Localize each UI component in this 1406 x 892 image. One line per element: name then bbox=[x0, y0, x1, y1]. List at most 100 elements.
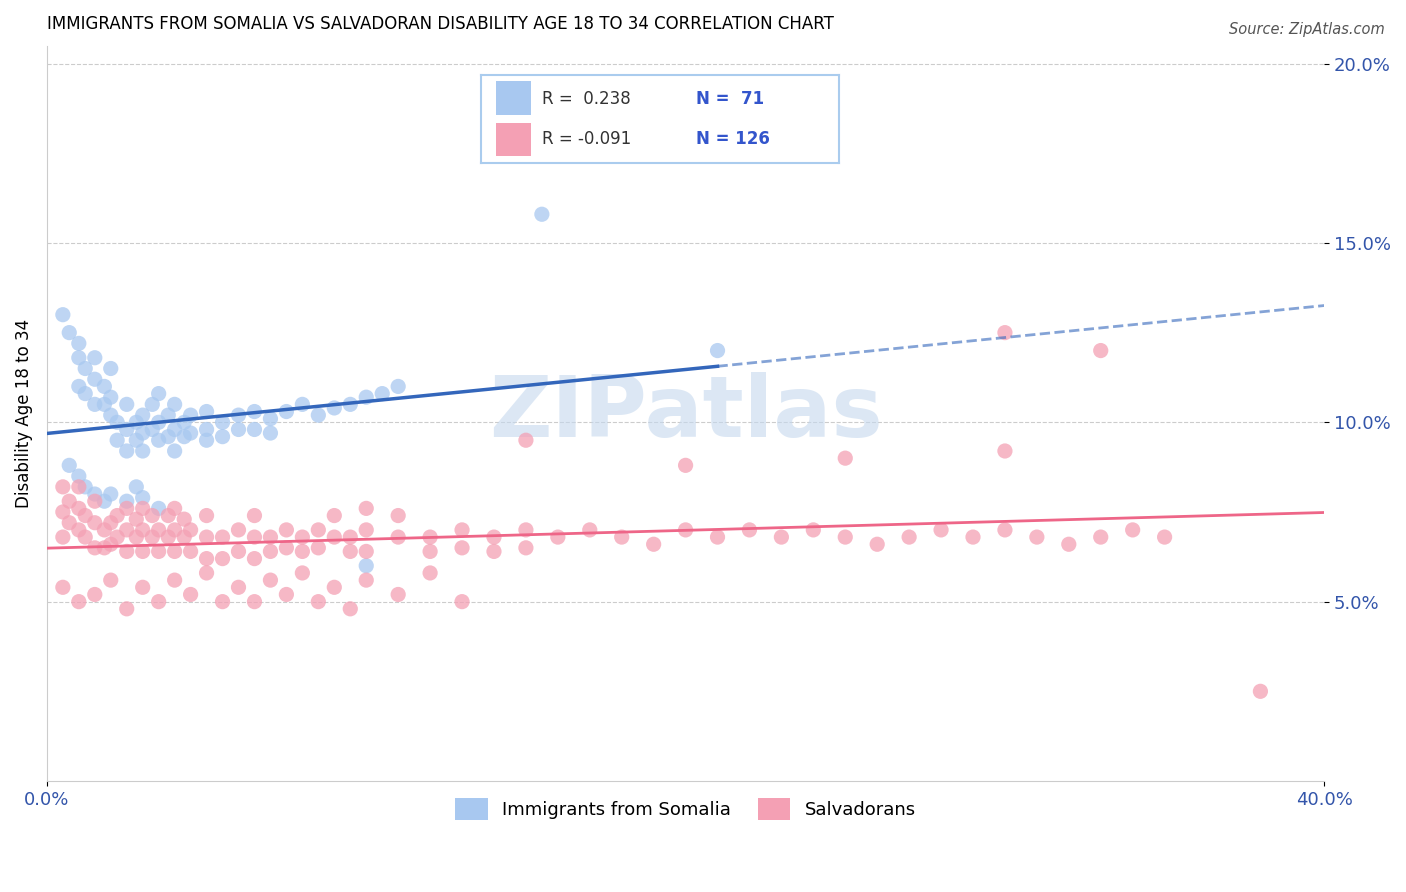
Point bbox=[163, 501, 186, 516]
Point bbox=[706, 530, 728, 544]
Point bbox=[323, 508, 346, 523]
Point bbox=[58, 326, 80, 340]
Point bbox=[706, 343, 728, 358]
Point bbox=[141, 397, 163, 411]
Point bbox=[58, 494, 80, 508]
Point bbox=[259, 573, 281, 587]
Point bbox=[195, 508, 218, 523]
Point bbox=[148, 594, 170, 608]
Point bbox=[125, 480, 148, 494]
Point bbox=[163, 573, 186, 587]
Y-axis label: Disability Age 18 to 34: Disability Age 18 to 34 bbox=[15, 318, 32, 508]
Point bbox=[243, 551, 266, 566]
Point bbox=[675, 523, 697, 537]
Point bbox=[125, 415, 148, 429]
Text: ZIPatlas: ZIPatlas bbox=[489, 372, 883, 455]
Point bbox=[339, 602, 361, 616]
Point bbox=[834, 451, 856, 466]
Point bbox=[75, 530, 97, 544]
Point bbox=[195, 434, 218, 448]
Point bbox=[211, 551, 233, 566]
Point bbox=[67, 501, 90, 516]
Point bbox=[243, 594, 266, 608]
Point bbox=[339, 397, 361, 411]
Point bbox=[157, 430, 180, 444]
Point bbox=[339, 530, 361, 544]
Point bbox=[259, 530, 281, 544]
Point bbox=[58, 458, 80, 473]
Point bbox=[387, 587, 409, 601]
Point bbox=[1090, 343, 1112, 358]
Point bbox=[93, 494, 115, 508]
Point bbox=[67, 594, 90, 608]
Point bbox=[547, 530, 569, 544]
Point bbox=[339, 544, 361, 558]
Point bbox=[323, 401, 346, 415]
Point bbox=[610, 530, 633, 544]
Point bbox=[180, 587, 202, 601]
Point bbox=[354, 573, 377, 587]
Point bbox=[148, 415, 170, 429]
Point bbox=[105, 530, 128, 544]
Point bbox=[67, 351, 90, 365]
Point bbox=[1025, 530, 1047, 544]
Point bbox=[675, 458, 697, 473]
Point bbox=[93, 397, 115, 411]
Point bbox=[307, 541, 329, 555]
Point bbox=[58, 516, 80, 530]
Point bbox=[83, 541, 105, 555]
Point bbox=[276, 541, 298, 555]
Point bbox=[354, 544, 377, 558]
Point bbox=[148, 544, 170, 558]
Point bbox=[962, 530, 984, 544]
Point bbox=[125, 512, 148, 526]
Point bbox=[125, 530, 148, 544]
Point bbox=[1090, 530, 1112, 544]
Point bbox=[75, 480, 97, 494]
Point bbox=[141, 530, 163, 544]
Point bbox=[354, 558, 377, 573]
Point bbox=[157, 530, 180, 544]
Point bbox=[83, 494, 105, 508]
Point bbox=[75, 508, 97, 523]
Point bbox=[259, 411, 281, 425]
Point bbox=[419, 544, 441, 558]
Point bbox=[115, 397, 138, 411]
Point bbox=[115, 602, 138, 616]
Point bbox=[67, 379, 90, 393]
Point bbox=[148, 501, 170, 516]
Point bbox=[195, 422, 218, 436]
Point bbox=[180, 523, 202, 537]
Point bbox=[515, 523, 537, 537]
Point bbox=[148, 523, 170, 537]
Point bbox=[93, 541, 115, 555]
Point bbox=[419, 566, 441, 580]
Point bbox=[180, 425, 202, 440]
Point bbox=[115, 501, 138, 516]
Point bbox=[530, 207, 553, 221]
Point bbox=[387, 530, 409, 544]
Point bbox=[52, 480, 75, 494]
Point bbox=[163, 544, 186, 558]
Point bbox=[157, 508, 180, 523]
Point bbox=[1153, 530, 1175, 544]
Point bbox=[291, 566, 314, 580]
Point bbox=[148, 434, 170, 448]
Point bbox=[307, 523, 329, 537]
Point bbox=[451, 523, 474, 537]
Point bbox=[323, 580, 346, 594]
Point bbox=[419, 530, 441, 544]
Point bbox=[148, 386, 170, 401]
Point bbox=[482, 530, 505, 544]
Point bbox=[371, 386, 394, 401]
Point bbox=[115, 444, 138, 458]
Point bbox=[259, 425, 281, 440]
Point bbox=[67, 469, 90, 483]
Point bbox=[228, 408, 250, 422]
Point bbox=[195, 566, 218, 580]
Point bbox=[131, 444, 153, 458]
Point bbox=[180, 408, 202, 422]
Point bbox=[994, 523, 1017, 537]
Point bbox=[163, 523, 186, 537]
Point bbox=[291, 530, 314, 544]
